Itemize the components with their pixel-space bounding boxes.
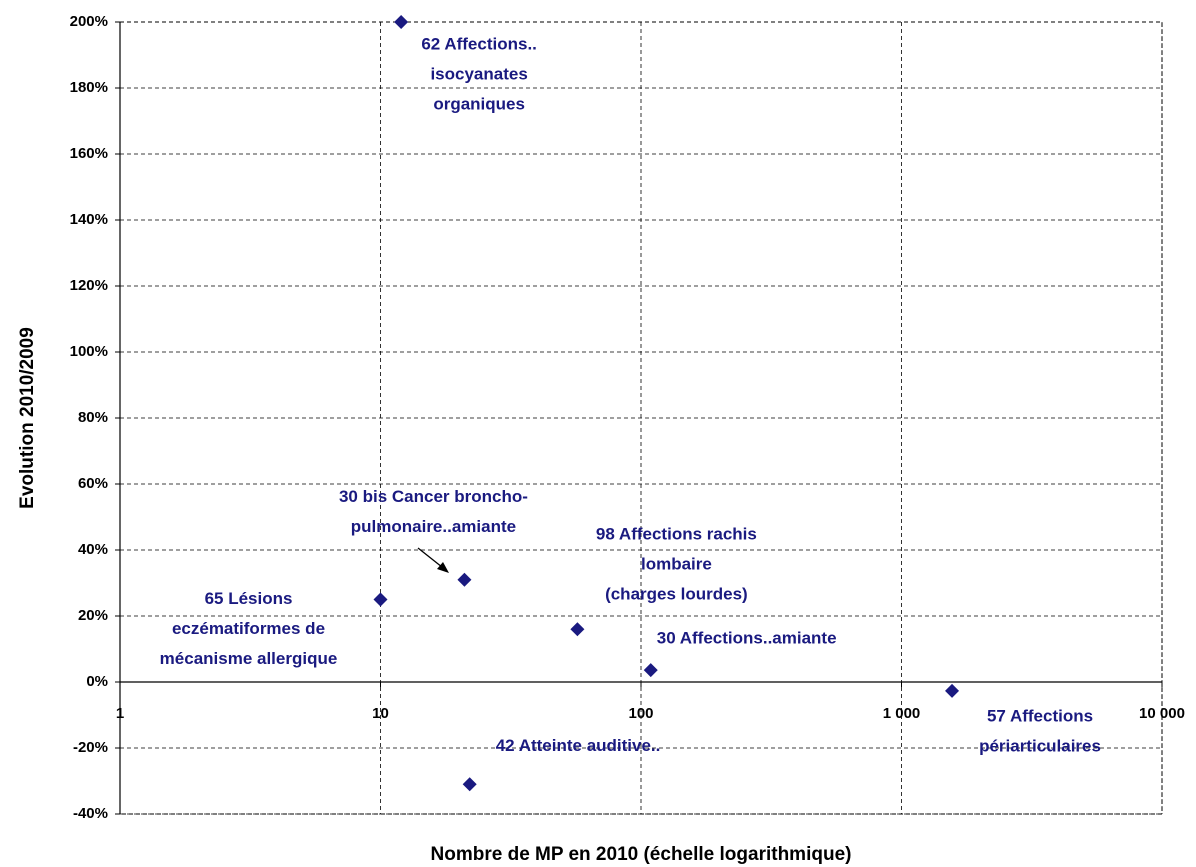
x-tick-label: 10 xyxy=(372,705,389,722)
point xyxy=(457,572,472,587)
point-label: 42 Atteinte auditive.. xyxy=(496,736,661,755)
point xyxy=(570,622,585,637)
point-label: périarticulaires xyxy=(979,736,1101,755)
point-label: organiques xyxy=(433,94,525,113)
point-label: pulmonaire..amiante xyxy=(351,517,516,536)
y-tick-label: 80% xyxy=(78,409,108,426)
point-label: eczématiformes de xyxy=(172,619,325,638)
x-axis-title: Nombre de MP en 2010 (échelle logarithmi… xyxy=(431,844,852,865)
point-label: 65 Lésions xyxy=(205,589,293,608)
point-label: 62 Affections.. xyxy=(421,34,537,53)
y-tick-label: 200% xyxy=(70,13,108,30)
y-tick-label: -40% xyxy=(73,805,108,822)
y-tick-label: 40% xyxy=(78,541,108,558)
y-tick-label: 60% xyxy=(78,475,108,492)
x-tick-label: 100 xyxy=(628,705,653,722)
arrow-head xyxy=(437,562,449,573)
point xyxy=(945,683,960,698)
point-label: 30 bis Cancer broncho- xyxy=(339,487,528,506)
y-tick-label: 140% xyxy=(70,211,108,228)
y-tick-label: 160% xyxy=(70,145,108,162)
y-tick-label: 20% xyxy=(78,607,108,624)
y-tick-label: -20% xyxy=(73,739,108,756)
point-label: lombaire xyxy=(641,555,712,574)
y-tick-label: 120% xyxy=(70,277,108,294)
point-label: isocyanates xyxy=(430,64,527,83)
point-label: 98 Affections rachis xyxy=(596,525,757,544)
point-label: mécanisme allergique xyxy=(160,649,338,668)
y-axis-title: Evolution 2010/2009 xyxy=(17,327,38,509)
y-tick-label: 180% xyxy=(70,79,108,96)
point xyxy=(373,592,388,607)
point xyxy=(394,15,409,29)
y-tick-label: 100% xyxy=(70,343,108,360)
point xyxy=(643,663,658,678)
y-tick-label: 0% xyxy=(86,673,108,690)
x-tick-label: 10 000 xyxy=(1139,705,1185,722)
point-label: (charges lourdes) xyxy=(605,585,748,604)
point xyxy=(462,777,477,792)
point-label: 30 Affections..amiante xyxy=(657,629,837,648)
x-tick-label: 1 000 xyxy=(883,705,921,722)
point-label: 57 Affections xyxy=(987,706,1093,725)
